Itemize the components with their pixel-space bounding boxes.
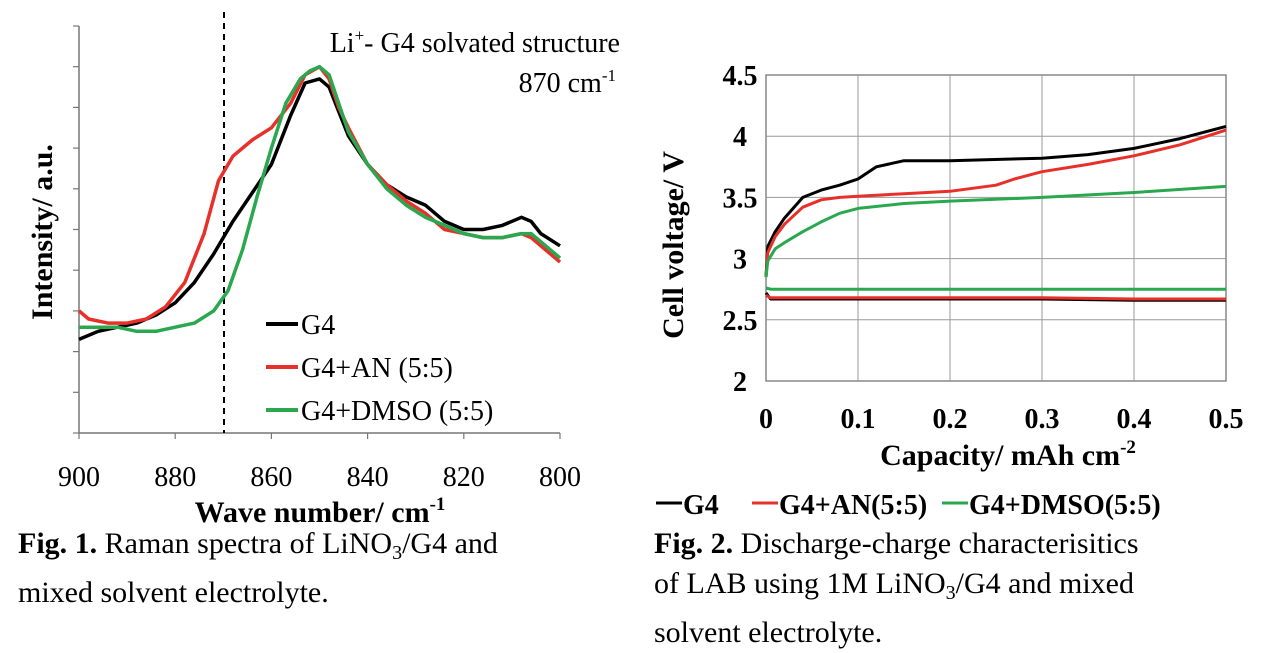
fig2-caption-text-b: /G4 and mixed xyxy=(955,567,1134,600)
voltage-legend-label: G4+AN(5:5) xyxy=(779,490,927,521)
fig1-caption-text-a: Raman spectra of LiNO xyxy=(97,527,393,560)
fig1-caption-line1: Fig. 1. Raman spectra of LiNO3/G4 and xyxy=(18,524,618,573)
raman-series xyxy=(77,64,562,342)
voltage-x-tick-label: 0.2 xyxy=(933,404,968,435)
fig1-caption-text-b: /G4 and xyxy=(402,527,498,560)
fig1-caption-sub: 3 xyxy=(392,542,403,564)
voltage-x-tick-label: 0.5 xyxy=(1209,404,1244,435)
voltage-y-tick-label: 4 xyxy=(733,122,747,153)
raman-legend: G4 G4+AN (5:5) G4+DMSO (5:5) xyxy=(266,310,493,427)
voltage-y-tick-label: 2 xyxy=(733,367,747,398)
raman-y-ticks xyxy=(73,25,79,434)
raman-line-g4 xyxy=(78,77,561,342)
voltage-series xyxy=(764,124,1227,302)
fig2-caption-text-a: of LAB using 1M LiNO xyxy=(654,567,946,600)
raman-x-tick-labels: 900 880 860 840 820 800 xyxy=(58,462,581,493)
voltage-legend: G4 G4+AN(5:5) G4+DMSO(5:5) xyxy=(656,490,1161,521)
fig2-caption-line3: solvent electrolyte. xyxy=(654,616,883,649)
annotation-line1: Li+- G4 solvated structure xyxy=(330,26,620,59)
fig2-caption: Fig. 2. Discharge-charge characterisitic… xyxy=(654,524,1274,653)
fig2-caption-line1: Fig. 2. Discharge-charge characterisitic… xyxy=(654,524,1274,564)
voltage-y-tick-labels: 2 2.5 3 3.5 4 4.5 xyxy=(723,61,758,398)
raman-line-g4-dmso-5-5 xyxy=(79,64,562,334)
raman-x-tick-label: 900 xyxy=(58,462,100,493)
fig2-caption-sub: 3 xyxy=(945,582,956,604)
voltage-y-label: Cell voltage/ V xyxy=(657,151,690,339)
voltage-grid xyxy=(765,74,1227,382)
voltage-legend-label: G4 xyxy=(683,490,719,521)
voltage-discharge-line-g4-an-5-5 xyxy=(765,293,1226,301)
voltage-discharge-line-g4-dmso-5-5 xyxy=(765,286,1226,291)
raman-x-tick-label: 840 xyxy=(347,462,389,493)
raman-x-label: Wave number/ cm-1 xyxy=(195,494,446,529)
raman-legend-label: G4+DMSO (5:5) xyxy=(301,396,493,427)
voltage-x-label: Capacity/ mAh cm-2 xyxy=(880,437,1136,472)
voltage-x-tick-label: 0.4 xyxy=(1117,404,1152,435)
voltage-plot-border xyxy=(765,74,1227,382)
fig2-caption-line1-text: Discharge-charge characterisitics xyxy=(733,527,1139,560)
fig2-caption-label: Fig. 2. xyxy=(654,527,734,560)
voltage-y-tick-label: 2.5 xyxy=(723,306,758,337)
raman-legend-label: G4 xyxy=(301,310,335,341)
voltage-charge-line-g4 xyxy=(764,124,1227,278)
raman-x-tick-label: 860 xyxy=(250,462,292,493)
raman-line-g4-an-5-5 xyxy=(77,64,562,325)
annotation-line2: 870 cm-1 xyxy=(519,66,616,99)
raman-x-ticks xyxy=(78,433,561,439)
voltage-y-tick-label: 4.5 xyxy=(723,61,758,92)
voltage-x-tick-label: 0.1 xyxy=(841,404,876,435)
fig1-caption-line2: mixed solvent electrolyte. xyxy=(18,576,329,609)
voltage-y-tick-label: 3 xyxy=(733,245,747,276)
raman-legend-label: G4+AN (5:5) xyxy=(301,353,453,384)
raman-x-tick-label: 880 xyxy=(154,462,196,493)
fig2-caption-line2: of LAB using 1M LiNO3/G4 and mixed xyxy=(654,564,1274,613)
raman-y-label: Intensity/ a.u. xyxy=(26,144,59,320)
fig1-caption-label: Fig. 1. xyxy=(18,527,98,560)
voltage-legend-label: G4+DMSO(5:5) xyxy=(969,490,1161,521)
raman-chart: 900 880 860 840 820 800 Li+- G4 solvated stru… xyxy=(26,12,620,529)
voltage-x-tick-label: 0 xyxy=(759,404,773,435)
raman-x-tick-label: 800 xyxy=(539,462,581,493)
voltage-charge-line-g4-dmso-5-5 xyxy=(764,184,1227,278)
voltage-x-tick-labels: 0 0.1 0.2 0.3 0.4 0.5 xyxy=(759,404,1244,435)
voltage-y-tick-label: 3.5 xyxy=(723,183,758,214)
voltage-charge-line-g4-an-5-5 xyxy=(764,128,1227,278)
fig1-caption: Fig. 1. Raman spectra of LiNO3/G4 and mi… xyxy=(18,524,618,613)
voltage-x-tick-label: 0.3 xyxy=(1025,404,1060,435)
raman-x-tick-label: 820 xyxy=(443,462,485,493)
voltage-chart: 2 2.5 3 3.5 4 4.5 0 0.1 0.2 0.3 0.4 0.5 Cell volta… xyxy=(656,61,1244,521)
